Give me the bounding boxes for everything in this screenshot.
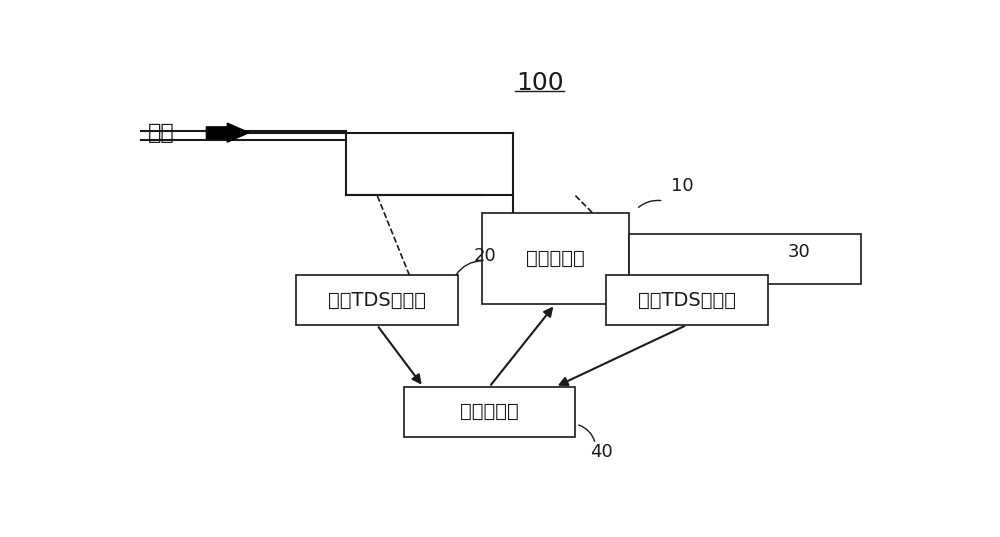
Text: 第二TDS传感器: 第二TDS传感器: [638, 291, 736, 310]
Bar: [296, 275, 458, 325]
Text: 30: 30: [788, 243, 810, 261]
FancyArrow shape: [206, 123, 249, 142]
Text: 电压控制器: 电压控制器: [460, 402, 519, 421]
Bar: [482, 213, 629, 304]
Text: 20: 20: [474, 247, 496, 265]
Bar: [606, 275, 768, 325]
Text: 100: 100: [516, 71, 563, 95]
Text: 第一TDS传感器: 第一TDS传感器: [328, 291, 426, 310]
Bar: [404, 387, 574, 437]
Bar: [629, 234, 861, 284]
Text: 40: 40: [590, 443, 613, 461]
Text: 10: 10: [671, 177, 694, 195]
Text: 市水: 市水: [148, 122, 175, 143]
Text: 电脱盐设备: 电脱盐设备: [526, 249, 584, 268]
